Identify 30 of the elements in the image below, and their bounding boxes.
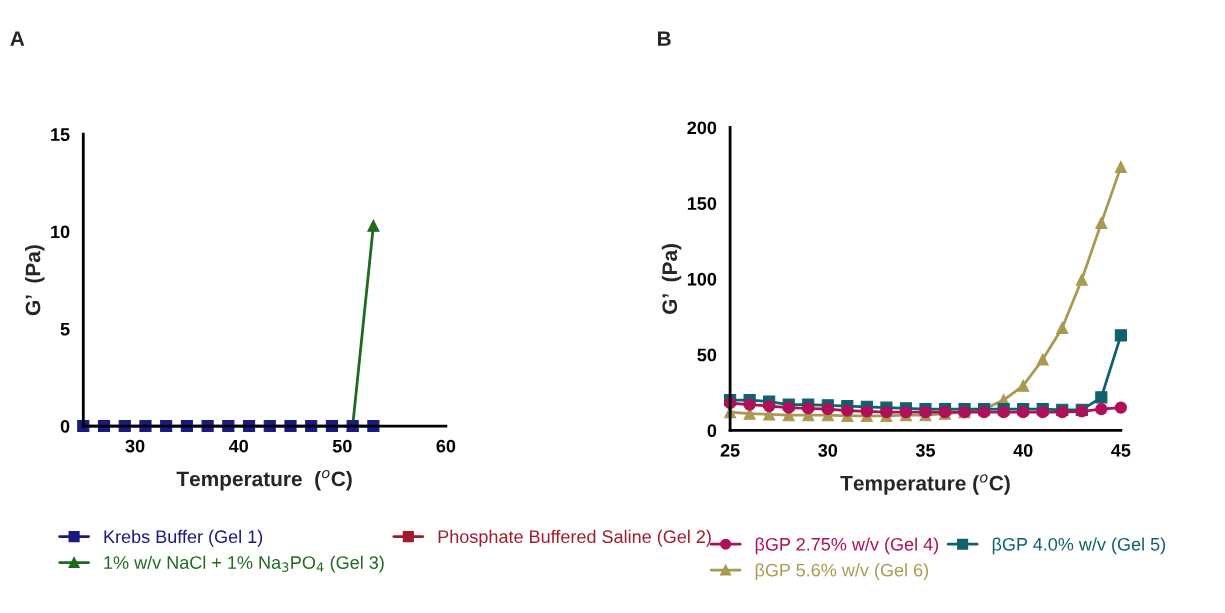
y-tick-label: 200 — [687, 121, 717, 135]
x-tick-label: 40 — [228, 439, 248, 453]
y-tick-label: 0 — [60, 419, 70, 433]
chart-title: B — [657, 31, 671, 46]
x-tick-label: 30 — [125, 439, 145, 453]
y-tick-label: 50 — [697, 348, 717, 362]
y-tick-label: 0 — [707, 424, 717, 438]
legend-label: βGP 5.6% w/v (Gel 6) — [755, 563, 929, 581]
x-tick-label: 40 — [1013, 444, 1033, 457]
y-tick-label: 10 — [51, 225, 70, 239]
x-axis-title: Temperature ($^{o}$C) — [176, 469, 352, 491]
legend-label: 1% w/v NaCl + 1% Na$_{3}$PO$_{4}$ (Gel 3) — [104, 555, 384, 573]
y-tick-label: 15 — [51, 128, 70, 141]
y-axis-title: G’ (Pa) — [25, 245, 45, 316]
legend-label: βGP 2.75% w/v (Gel 4) — [755, 537, 939, 555]
y-axis-title: G’ (Pa) — [661, 244, 682, 314]
chart-title: A — [10, 31, 25, 46]
legend-label: Phosphate Buffered Saline (Gel 2) — [438, 529, 711, 547]
legend-label: Krebs Buffer (Gel 1) — [104, 529, 263, 547]
x-tick-label: 25 — [720, 444, 740, 457]
y-tick-label: 100 — [687, 272, 717, 286]
x-tick-label: 30 — [818, 444, 838, 457]
x-tick-label: 50 — [332, 439, 352, 453]
x-tick-label: 60 — [436, 439, 456, 453]
x-axis-title: Temperature ($^{o}$C) — [840, 474, 1010, 495]
y-tick-label: 150 — [687, 197, 717, 210]
x-tick-label: 35 — [915, 444, 936, 457]
legend-label: βGP 4.0% w/v (Gel 5) — [992, 537, 1166, 555]
y-tick-label: 5 — [60, 322, 70, 336]
x-tick-label: 45 — [1111, 444, 1131, 457]
